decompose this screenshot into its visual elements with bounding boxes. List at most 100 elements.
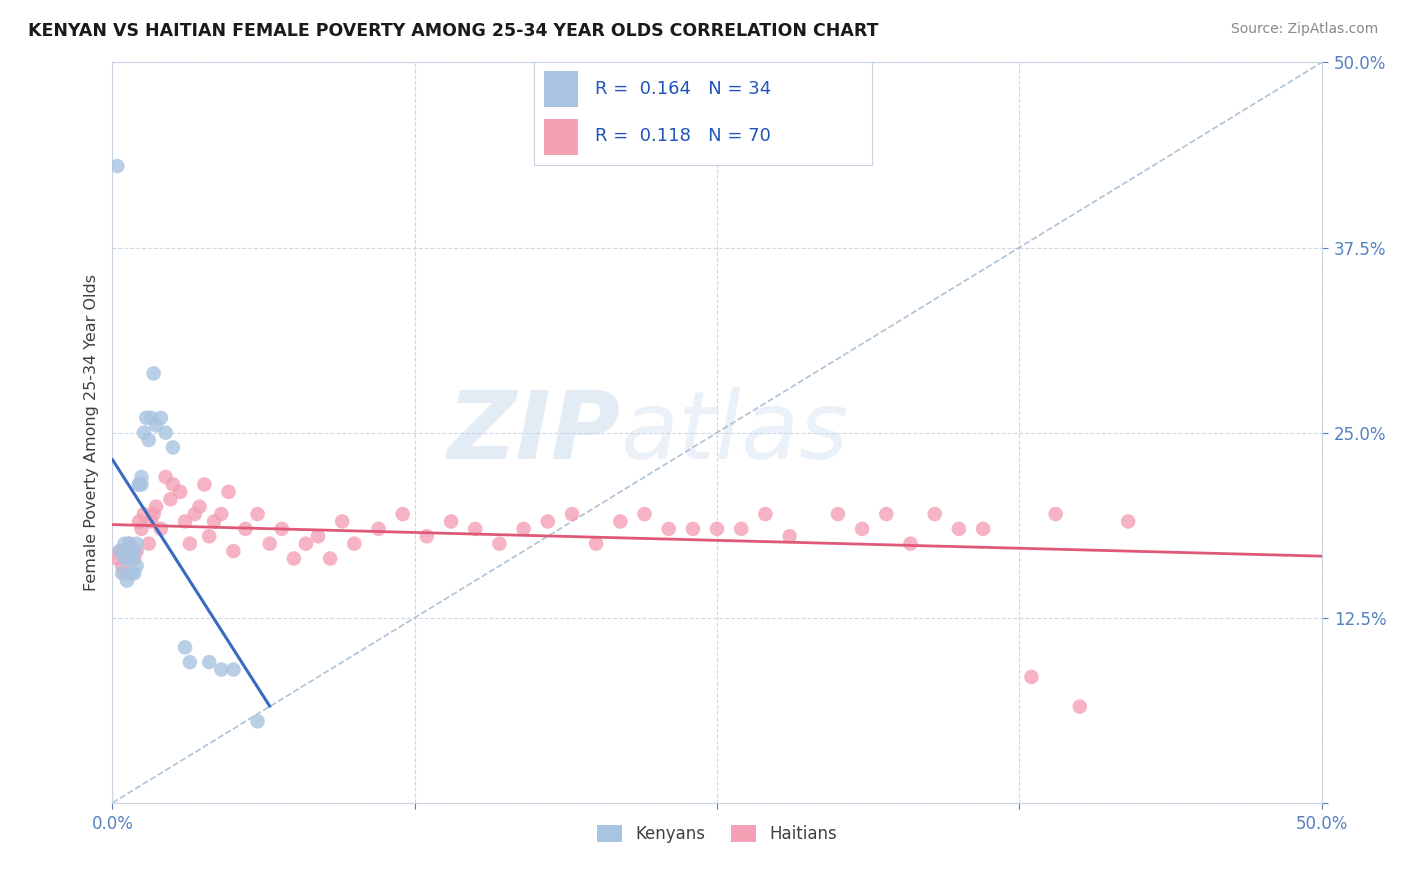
Point	[121, 551, 143, 566]
Point	[198, 655, 221, 669]
Point	[159, 492, 181, 507]
Point	[754, 507, 776, 521]
Point	[122, 566, 145, 581]
Point	[111, 566, 134, 581]
Point	[179, 655, 201, 669]
Point	[141, 515, 163, 529]
Point	[135, 410, 157, 425]
Point	[235, 522, 257, 536]
Point	[111, 558, 134, 573]
Point	[169, 484, 191, 499]
Point	[131, 477, 153, 491]
Point	[118, 536, 141, 550]
Point	[246, 507, 269, 521]
Point	[682, 522, 704, 536]
Bar	[544, 119, 578, 155]
Point	[145, 500, 167, 514]
Point	[270, 522, 292, 536]
Point	[209, 507, 232, 521]
Point	[924, 507, 946, 521]
Bar	[544, 70, 578, 106]
Point	[162, 477, 184, 491]
Point	[122, 551, 145, 566]
Point	[145, 418, 167, 433]
Point	[464, 522, 486, 536]
Point	[1069, 699, 1091, 714]
Point	[609, 515, 631, 529]
Point	[142, 507, 165, 521]
Point	[174, 640, 197, 655]
Point	[948, 522, 970, 536]
Point	[222, 544, 245, 558]
Point	[827, 507, 849, 521]
Point	[193, 477, 215, 491]
Point	[108, 544, 131, 558]
Point	[105, 551, 128, 566]
Point	[122, 544, 145, 558]
Point	[779, 529, 801, 543]
Point	[537, 515, 560, 529]
Point	[391, 507, 413, 521]
Point	[155, 425, 177, 440]
Point	[149, 522, 172, 536]
Point	[141, 410, 163, 425]
Point	[1045, 507, 1067, 521]
Point	[115, 544, 138, 558]
Point	[209, 663, 232, 677]
Point	[330, 515, 353, 529]
Point	[142, 367, 165, 381]
Point	[295, 536, 318, 550]
Point	[155, 470, 177, 484]
Text: atlas: atlas	[620, 387, 849, 478]
Point	[972, 522, 994, 536]
Point	[115, 574, 138, 588]
Point	[367, 522, 389, 536]
Point	[343, 536, 366, 550]
Point	[108, 544, 131, 558]
Point	[138, 433, 160, 447]
Point	[128, 515, 150, 529]
Point	[875, 507, 897, 521]
Point	[114, 551, 136, 566]
Legend: Kenyans, Haitians: Kenyans, Haitians	[591, 819, 844, 850]
Point	[174, 515, 197, 529]
Point	[633, 507, 655, 521]
Point	[730, 522, 752, 536]
Point	[115, 544, 138, 558]
Point	[118, 551, 141, 566]
Point	[246, 714, 269, 729]
Y-axis label: Female Poverty Among 25-34 Year Olds: Female Poverty Among 25-34 Year Olds	[83, 274, 98, 591]
Point	[125, 544, 148, 558]
Point	[222, 663, 245, 677]
Point	[259, 536, 281, 550]
Point	[128, 477, 150, 491]
Point	[319, 551, 342, 566]
Point	[114, 536, 136, 550]
Text: Source: ZipAtlas.com: Source: ZipAtlas.com	[1230, 22, 1378, 37]
Point	[218, 484, 240, 499]
Point	[131, 522, 153, 536]
Point	[488, 536, 510, 550]
Point	[561, 507, 583, 521]
Text: ZIP: ZIP	[447, 386, 620, 479]
Point	[851, 522, 873, 536]
Point	[706, 522, 728, 536]
Point	[585, 536, 607, 550]
Point	[283, 551, 305, 566]
Point	[1116, 515, 1139, 529]
Point	[202, 515, 225, 529]
Point	[162, 441, 184, 455]
Point	[416, 529, 439, 543]
Point	[149, 410, 172, 425]
Point	[125, 558, 148, 573]
Point	[132, 507, 155, 521]
Text: KENYAN VS HAITIAN FEMALE POVERTY AMONG 25-34 YEAR OLDS CORRELATION CHART: KENYAN VS HAITIAN FEMALE POVERTY AMONG 2…	[28, 22, 879, 40]
Point	[183, 507, 205, 521]
Point	[114, 566, 136, 581]
Point	[179, 536, 201, 550]
Point	[125, 536, 148, 550]
Point	[105, 159, 128, 173]
Text: R =  0.118   N = 70: R = 0.118 N = 70	[595, 127, 770, 145]
Point	[1021, 670, 1043, 684]
Point	[198, 529, 221, 543]
